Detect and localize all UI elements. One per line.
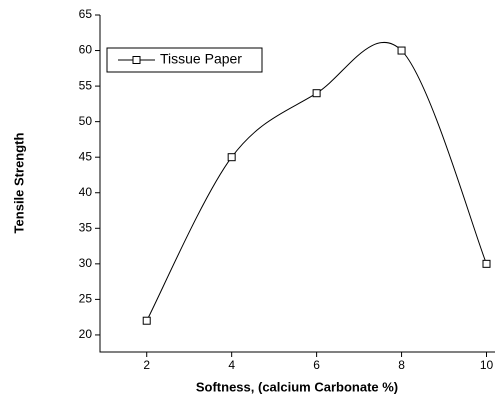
legend-marker — [132, 56, 141, 64]
axes — [99, 15, 495, 353]
x-tick-label: 4 — [228, 358, 235, 372]
x-axis-label: Softness, (calcium Carbonate %) — [196, 379, 398, 394]
y-axis-label: Tensile Strength — [11, 133, 26, 234]
y-tick-label: 25 — [79, 292, 93, 306]
y-tick-label: 30 — [79, 256, 93, 270]
marker — [397, 46, 406, 55]
y-tick-label: 50 — [79, 114, 93, 128]
x-tick-label: 8 — [398, 358, 405, 372]
y-tick-label: 45 — [79, 149, 93, 163]
legend-box — [106, 47, 263, 73]
y-tick-label: 35 — [79, 220, 93, 234]
legend-label: Tissue Paper — [160, 51, 242, 67]
x-tick-label: 2 — [143, 358, 150, 372]
series-line — [146, 42, 487, 321]
y-tick-label: 60 — [79, 43, 93, 57]
marker — [482, 259, 491, 268]
marker — [312, 89, 321, 98]
marker — [142, 316, 151, 325]
x-tick-label: 10 — [480, 358, 494, 372]
marker — [227, 153, 236, 162]
y-tick-label: 40 — [79, 185, 93, 199]
y-tick-label: 20 — [79, 327, 93, 341]
y-tick-label: 55 — [79, 78, 93, 92]
y-tick-label: 65 — [79, 7, 93, 21]
x-tick-label: 6 — [313, 358, 320, 372]
